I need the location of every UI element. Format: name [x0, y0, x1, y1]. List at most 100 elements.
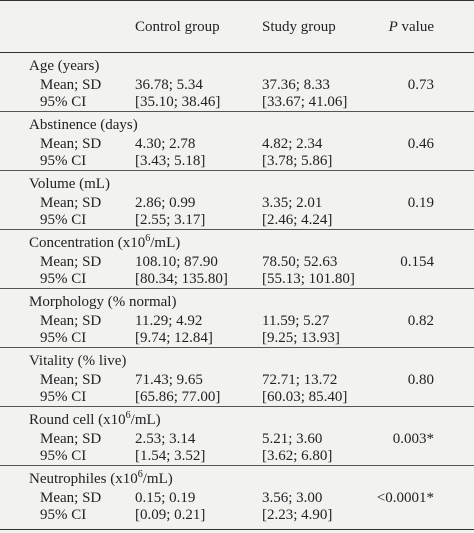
cell-control-ci: [2.55; 3.17] [135, 212, 206, 228]
cell-control-ci: [35.10; 38.46] [135, 94, 221, 110]
row-label-ci: 95% CI [40, 507, 87, 523]
cell-control-mean: 11.29; 4.92 [135, 313, 203, 329]
cell-study-ci: [3.78; 5.86] [262, 153, 333, 169]
cell-control-ci: [80.34; 135.80] [135, 271, 228, 287]
cell-study-ci: [2.23; 4.90] [262, 507, 333, 523]
cell-study-ci: [33.67; 41.06] [262, 94, 348, 110]
cell-study-mean: 78.50; 52.63 [262, 254, 338, 270]
cell-study-mean: 37.36; 8.33 [262, 77, 330, 93]
cell-control-ci: [3.43; 5.18] [135, 153, 206, 169]
cell-study-mean: 5.21; 3.60 [262, 431, 323, 447]
row-label-mean: Mean; SD [40, 431, 102, 447]
cell-p-value: 0.73 [407, 77, 434, 93]
cell-study-ci: [55.13; 101.80] [262, 271, 355, 287]
table-row-ci: 95% CI [35.10; 38.46] [33.67; 41.06] [0, 94, 474, 112]
group-title-sup: 6 [137, 469, 143, 480]
cell-study-mean: 72.71; 13.72 [262, 372, 338, 388]
table-group-round-cell: Round cell (x106/mL) Mean; SD 2.53; 3.14… [0, 407, 474, 466]
group-title: Abstinence (days) [29, 117, 138, 133]
table-row-ci: 95% CI [3.43; 5.18] [3.78; 5.86] [0, 153, 474, 171]
group-title-pre: Neutrophiles (x10 [29, 471, 138, 487]
header-p-suffix: value [397, 19, 434, 35]
group-title-pre: Concentration (x10 [29, 235, 146, 251]
group-title-pre: Round cell (x10 [29, 412, 126, 428]
table-row-mean: Mean; SD 0.15; 0.19 3.56; 3.00 <0.0001* [0, 490, 474, 508]
group-title: Volume (mL) [29, 176, 110, 192]
row-label-mean: Mean; SD [40, 313, 102, 329]
group-title-sup: 6 [145, 233, 151, 244]
cell-control-mean: 4.30; 2.78 [135, 136, 196, 152]
cell-study-ci: [9.25; 13.93] [262, 330, 340, 346]
group-title: Round cell (x106/mL) [29, 410, 161, 429]
table-group-neutrophiles: Neutrophiles (x106/mL) Mean; SD 0.15; 0.… [0, 466, 474, 530]
table-row-ci: 95% CI [65.86; 77.00] [60.03; 85.40] [0, 389, 474, 407]
cell-control-ci: [0.09; 0.21] [135, 507, 206, 523]
table-row-mean: Mean; SD 108.10; 87.90 78.50; 52.63 0.15… [0, 254, 474, 272]
row-label-mean: Mean; SD [40, 195, 102, 211]
row-label-ci: 95% CI [40, 389, 87, 405]
table-group-morphology: Morphology (% normal) Mean; SD 11.29; 4.… [0, 289, 474, 348]
cell-study-mean: 3.35; 2.01 [262, 195, 323, 211]
table-body: Age (years) Mean; SD 36.78; 5.34 37.36; … [0, 53, 474, 530]
table-row-ci: 95% CI [0.09; 0.21] [2.23; 4.90] [0, 507, 474, 525]
cell-study-ci: [2.46; 4.24] [262, 212, 333, 228]
table-row-ci: 95% CI [1.54; 3.52] [3.62; 6.80] [0, 448, 474, 466]
group-title: Age (years) [29, 58, 100, 74]
table-row-ci: 95% CI [2.55; 3.17] [2.46; 4.24] [0, 212, 474, 230]
table-row-ci: 95% CI [9.74; 12.84] [9.25; 13.93] [0, 330, 474, 348]
row-label-ci: 95% CI [40, 448, 87, 464]
header-p-value: P value [389, 19, 434, 36]
cell-p-value: <0.0001* [376, 490, 434, 506]
row-label-mean: Mean; SD [40, 77, 102, 93]
group-title: Morphology (% normal) [29, 294, 177, 310]
cell-control-ci: [1.54; 3.52] [135, 448, 206, 464]
row-label-mean: Mean; SD [40, 372, 102, 388]
cell-p-value: 0.46 [407, 136, 434, 152]
row-label-mean: Mean; SD [40, 254, 102, 270]
cell-p-value: 0.80 [407, 372, 434, 388]
group-title: Neutrophiles (x106/mL) [29, 469, 173, 488]
cell-p-value: 0.82 [407, 313, 434, 329]
group-title-post: /mL) [142, 471, 173, 487]
cell-p-value: 0.154 [400, 254, 434, 270]
cell-control-mean: 71.43; 9.65 [135, 372, 203, 388]
table-row-mean: Mean; SD 71.43; 9.65 72.71; 13.72 0.80 [0, 372, 474, 390]
row-label-mean: Mean; SD [40, 490, 102, 506]
table-row-mean: Mean; SD 4.30; 2.78 4.82; 2.34 0.46 [0, 136, 474, 154]
row-label-mean: Mean; SD [40, 136, 102, 152]
row-label-ci: 95% CI [40, 94, 87, 110]
header-study-group: Study group [262, 19, 336, 35]
cell-study-mean: 3.56; 3.00 [262, 490, 323, 506]
row-label-ci: 95% CI [40, 212, 87, 228]
table-row-mean: Mean; SD 36.78; 5.34 37.36; 8.33 0.73 [0, 77, 474, 95]
cell-control-mean: 36.78; 5.34 [135, 77, 203, 93]
row-label-ci: 95% CI [40, 271, 87, 287]
group-title-sup: 6 [125, 410, 131, 421]
cell-study-mean: 4.82; 2.34 [262, 136, 323, 152]
cell-control-mean: 108.10; 87.90 [135, 254, 218, 270]
cell-study-mean: 11.59; 5.27 [262, 313, 330, 329]
cell-p-value: 0.003* [392, 431, 434, 447]
cell-p-value: 0.19 [407, 195, 434, 211]
table-row-mean: Mean; SD 2.53; 3.14 5.21; 3.60 0.003* [0, 431, 474, 449]
row-label-ci: 95% CI [40, 153, 87, 169]
table-row-mean: Mean; SD 2.86; 0.99 3.35; 2.01 0.19 [0, 195, 474, 213]
row-label-ci: 95% CI [40, 330, 87, 346]
group-title: Concentration (x106/mL) [29, 233, 180, 252]
cell-control-mean: 2.86; 0.99 [135, 195, 196, 211]
table-group-concentration: Concentration (x106/mL) Mean; SD 108.10;… [0, 230, 474, 289]
cell-control-mean: 2.53; 3.14 [135, 431, 196, 447]
cell-study-ci: [60.03; 85.40] [262, 389, 348, 405]
group-title: Vitality (% live) [29, 353, 127, 369]
group-title-post: /mL) [130, 412, 161, 428]
table-row-mean: Mean; SD 11.29; 4.92 11.59; 5.27 0.82 [0, 313, 474, 331]
table-header: Control group Study group P value [0, 0, 474, 53]
header-p-letter: P [388, 19, 398, 35]
cell-control-ci: [9.74; 12.84] [135, 330, 213, 346]
header-control-group: Control group [135, 19, 220, 35]
cell-study-ci: [3.62; 6.80] [262, 448, 333, 464]
table-group-volume: Volume (mL) Mean; SD 2.86; 0.99 3.35; 2.… [0, 171, 474, 230]
table-group-age: Age (years) Mean; SD 36.78; 5.34 37.36; … [0, 53, 474, 112]
table-group-vitality: Vitality (% live) Mean; SD 71.43; 9.65 7… [0, 348, 474, 407]
